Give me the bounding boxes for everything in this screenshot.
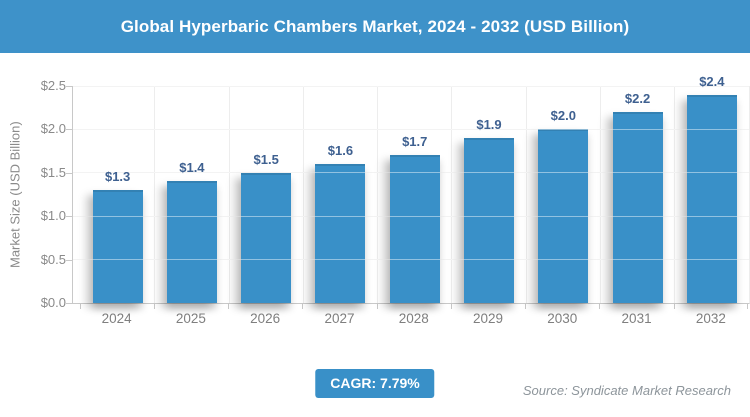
- y-axis-tick: [66, 303, 72, 304]
- h-gridline-overlay: [73, 259, 749, 261]
- x-axis-tick: [673, 304, 675, 309]
- bar-value-label: $1.6: [327, 143, 354, 159]
- chart-title: Global Hyperbaric Chambers Market, 2024 …: [120, 16, 630, 36]
- y-tick-label: $2.5: [40, 78, 66, 93]
- source-attribution: Source: Syndicate Market Research: [522, 383, 731, 398]
- v-gridline: [451, 86, 453, 303]
- v-gridline: [525, 86, 527, 303]
- bar-value-label: $2.4: [699, 73, 725, 89]
- y-tick-label: $0.0: [40, 295, 66, 310]
- x-tick-label: 2027: [324, 311, 355, 326]
- y-tick-label: $2.0: [40, 121, 66, 137]
- x-axis-tick: [228, 304, 230, 309]
- y-tick-label: $1.5: [40, 164, 66, 180]
- chart-title-bar: Global Hyperbaric Chambers Market, 2024 …: [0, 0, 750, 53]
- bar-value-label: $1.7: [402, 134, 428, 150]
- x-axis-tick: [525, 304, 527, 309]
- x-axis-tick: [153, 304, 155, 309]
- x-tick-label: 2031: [621, 311, 652, 326]
- y-axis-tick: [66, 259, 72, 261]
- y-tick-label: $1.0: [40, 208, 66, 224]
- h-gridline-overlay: [73, 215, 749, 217]
- x-tick-label: 2032: [695, 311, 726, 326]
- x-tick-label: 2028: [398, 311, 429, 326]
- bar-value-label: $1.9: [476, 117, 502, 133]
- h-gridline-overlay: [73, 172, 749, 174]
- y-tick-label: $0.5: [40, 251, 66, 267]
- v-gridline: [154, 86, 156, 303]
- bar: [538, 129, 589, 303]
- bar-value-label: $1.3: [104, 169, 131, 185]
- bar-value-label: $1.5: [253, 151, 279, 167]
- v-gridline: [599, 86, 601, 303]
- x-axis-tick: [599, 304, 601, 309]
- h-gridline: [73, 85, 749, 87]
- y-axis-tick: [66, 216, 72, 218]
- x-tick-label: 2024: [101, 311, 132, 326]
- h-gridline-overlay: [73, 85, 749, 87]
- y-axis-title: Market Size (USD Billion): [7, 121, 23, 268]
- x-axis-tick: [450, 304, 452, 309]
- v-gridline: [302, 86, 304, 303]
- bar-value-label: $1.4: [179, 160, 205, 176]
- bar: [241, 172, 292, 303]
- y-axis-tick: [66, 172, 72, 174]
- bar: [166, 181, 217, 303]
- y-axis-tick: [66, 86, 72, 87]
- cagr-badge: CAGR: 7.79%: [315, 369, 435, 398]
- v-gridline: [377, 86, 379, 303]
- bar: [464, 138, 515, 303]
- bar: [686, 94, 737, 303]
- h-gridline: [73, 128, 749, 130]
- bar: [315, 164, 366, 303]
- v-gridline: [228, 86, 230, 303]
- x-axis-tick: [747, 304, 748, 309]
- x-axis-tick: [79, 304, 81, 309]
- bar: [92, 190, 143, 303]
- x-axis-tick: [376, 304, 378, 309]
- x-tick-label: 2025: [175, 311, 206, 326]
- x-tick-label: 2026: [250, 311, 281, 326]
- y-axis-tick: [66, 129, 72, 131]
- v-gridline: [674, 86, 676, 303]
- plot-area: $1.3 $1.4 $1.5 $1.6 $1.7 $1.9 $2.0 $2.2 $2.4: [72, 74, 750, 304]
- bar-value-label: $2.0: [550, 108, 576, 124]
- x-tick-label: 2030: [547, 311, 578, 326]
- x-tick-label: 2029: [472, 311, 504, 326]
- bar-value-label: $2.2: [624, 91, 651, 107]
- bar: [389, 155, 440, 303]
- h-gridline-overlay: [73, 128, 749, 130]
- x-axis-tick: [302, 304, 304, 309]
- bar: [612, 112, 663, 303]
